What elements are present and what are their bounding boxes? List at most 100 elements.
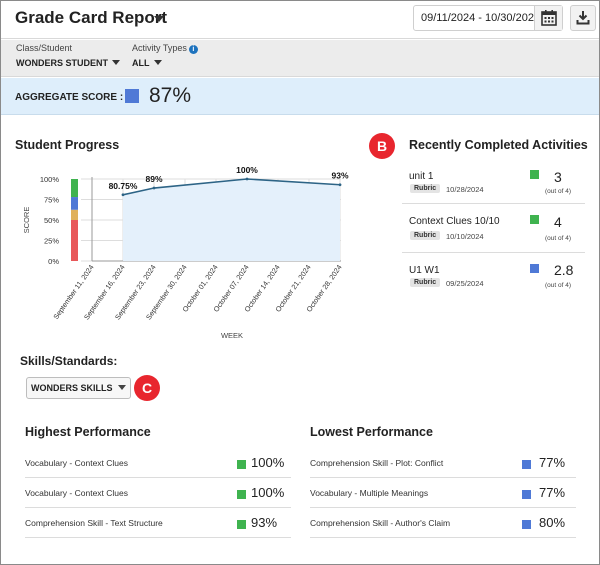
lowest-performance-title: Lowest Performance <box>310 425 433 439</box>
activity-type-tag: Rubric <box>410 278 441 287</box>
data-label: 93% <box>331 171 348 181</box>
skills-dropdown-value[interactable]: WONDERS SKILLS <box>31 383 113 393</box>
activity-type-tag: Rubric <box>410 184 441 193</box>
callout-badge-c: C <box>134 375 160 401</box>
skills-dropdown[interactable]: WONDERS SKILLS <box>26 377 131 399</box>
class-student-value[interactable]: WONDERS STUDENT <box>16 58 108 68</box>
aggregate-score-label: AGGREGATE SCORE : <box>15 92 124 103</box>
score-scale-segment <box>71 179 78 198</box>
report-header: Grade Card Report 09/11/2024 - 10/30/202… <box>1 1 599 39</box>
skills-standards-label: Skills/Standards: <box>20 354 118 368</box>
class-student-label: Class/Student <box>16 43 73 53</box>
skill-score: 77% <box>539 455 566 470</box>
calendar-icon <box>541 10 557 26</box>
activity-date: 09/25/2024 <box>446 279 484 288</box>
activity-out-of: (out of 4) <box>545 235 572 242</box>
skill-score: 77% <box>539 485 566 500</box>
recent-activity-item[interactable]: Context Clues 10/10 Rubric 10/10/2024 4 … <box>402 206 585 248</box>
class-student-dropdown[interactable]: WONDERS STUDENT <box>16 58 120 68</box>
divider <box>402 203 585 204</box>
activity-score: 4 <box>554 214 562 230</box>
calendar-button[interactable] <box>534 6 562 30</box>
score-swatch <box>522 520 531 529</box>
activity-types-value[interactable]: ALL <box>132 58 150 68</box>
recent-activity-item[interactable]: U1 W1 Rubric 09/25/2024 2.8 (out of 4) <box>402 255 585 297</box>
y-tick-label: 0% <box>48 257 59 266</box>
activity-name[interactable]: U1 W1 <box>409 265 440 276</box>
data-point <box>121 193 125 197</box>
highest-performance-title: Highest Performance <box>25 425 151 439</box>
y-axis-label: SCORE <box>22 207 31 234</box>
activity-name[interactable]: unit 1 <box>409 171 434 182</box>
download-button[interactable] <box>570 5 596 31</box>
activity-type-tag: Rubric <box>410 231 441 240</box>
skill-name: Vocabulary - Context Clues <box>25 458 128 468</box>
aggregate-score-swatch <box>125 89 139 103</box>
score-scale-segment <box>71 197 78 210</box>
score-swatch <box>237 460 246 469</box>
skill-name: Vocabulary - Context Clues <box>25 488 128 498</box>
y-tick-label: 100% <box>40 175 60 184</box>
performance-row: Comprehension Skill - Author's Claim 80% <box>310 509 576 538</box>
skill-score: 93% <box>251 515 278 530</box>
activity-types-label-group: Activity Types i <box>132 43 198 54</box>
callout-badge-b: B <box>369 133 395 159</box>
skill-score: 100% <box>251 485 285 500</box>
y-tick-label: 25% <box>44 237 59 246</box>
score-swatch <box>522 460 531 469</box>
student-progress-chart: 0%25%50%75%100%SCORE80.75%89%100%93%Sept… <box>22 165 349 340</box>
skill-score: 80% <box>539 515 566 530</box>
activity-score-swatch <box>530 170 539 179</box>
activity-out-of: (out of 4) <box>545 188 572 195</box>
aggregate-score-value: 87% <box>149 84 192 107</box>
date-range-value[interactable]: 09/11/2024 - 10/30/2024 <box>421 12 541 24</box>
series-line <box>122 178 341 196</box>
chevron-down-icon[interactable] <box>154 16 164 22</box>
divider <box>402 252 585 253</box>
data-label: 100% <box>236 165 258 175</box>
y-tick-label: 75% <box>44 196 59 205</box>
performance-row: Vocabulary - Context Clues 100% <box>25 479 291 508</box>
skill-name: Vocabulary - Multiple Meanings <box>310 488 429 498</box>
aggregate-score-bar: AGGREGATE SCORE : 87% <box>1 78 599 115</box>
report-title[interactable]: Grade Card Report <box>15 8 168 27</box>
skill-name: Comprehension Skill - Author's Claim <box>310 518 451 528</box>
recent-activity-item[interactable]: unit 1 Rubric 10/28/2024 3 (out of 4) <box>402 161 585 203</box>
score-swatch <box>237 490 246 499</box>
data-label: 80.75% <box>109 181 138 191</box>
activity-name[interactable]: Context Clues 10/10 <box>409 216 500 227</box>
data-point <box>152 186 156 190</box>
performance-row: Comprehension Skill - Plot: Conflict 77% <box>310 449 576 478</box>
activity-date: 10/28/2024 <box>446 185 484 194</box>
student-progress-title: Student Progress <box>15 138 120 152</box>
series-area <box>123 179 340 261</box>
activity-score: 2.8 <box>554 262 574 278</box>
chevron-down-icon[interactable] <box>153 60 162 65</box>
data-label: 89% <box>145 174 162 184</box>
info-icon[interactable]: i <box>188 45 198 54</box>
score-scale-segment <box>71 220 78 261</box>
y-tick-label: 50% <box>44 216 59 225</box>
performance-row: Vocabulary - Multiple Meanings 77% <box>310 479 576 508</box>
skill-name: Comprehension Skill - Text Structure <box>25 518 163 528</box>
score-swatch <box>237 520 246 529</box>
activity-types-label: Activity Types <box>132 43 187 53</box>
date-range-picker[interactable]: 09/11/2024 - 10/30/2024 <box>413 5 563 31</box>
activity-score: 3 <box>554 169 562 185</box>
download-icon <box>576 11 590 25</box>
activity-types-dropdown[interactable]: ALL <box>132 58 162 68</box>
activity-score-swatch <box>530 264 539 273</box>
chevron-down-icon[interactable] <box>112 60 120 65</box>
data-point <box>245 177 249 181</box>
performance-row: Comprehension Skill - Text Structure 93% <box>25 509 291 538</box>
activity-score-swatch <box>530 215 539 224</box>
activity-out-of: (out of 4) <box>545 282 572 289</box>
x-axis-label: WEEK <box>221 331 243 340</box>
skill-name: Comprehension Skill - Plot: Conflict <box>310 458 444 468</box>
score-swatch <box>522 490 531 499</box>
activity-date: 10/10/2024 <box>446 232 484 241</box>
recent-activities-title: Recently Completed Activities <box>409 138 588 152</box>
score-scale-segment <box>71 209 78 220</box>
chevron-down-icon[interactable] <box>117 385 126 390</box>
